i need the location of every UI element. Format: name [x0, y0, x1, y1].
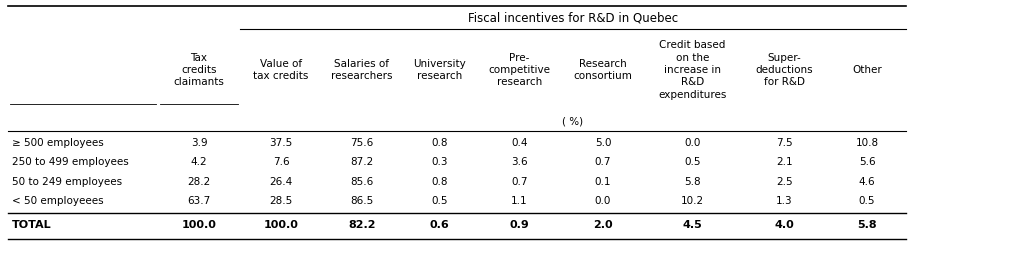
Text: 75.6: 75.6 — [350, 138, 373, 148]
Text: 50 to 249 employees: 50 to 249 employees — [12, 177, 122, 187]
Text: 28.5: 28.5 — [270, 196, 292, 206]
Text: 0.6: 0.6 — [430, 220, 449, 230]
Text: 5.6: 5.6 — [859, 157, 875, 167]
Text: 0.4: 0.4 — [511, 138, 527, 148]
Text: 2.1: 2.1 — [777, 157, 793, 167]
Text: 10.8: 10.8 — [856, 138, 878, 148]
Text: 3.6: 3.6 — [511, 157, 527, 167]
Text: Value of
tax credits: Value of tax credits — [253, 59, 309, 81]
Text: 7.6: 7.6 — [273, 157, 289, 167]
Text: Salaries of
researchers: Salaries of researchers — [331, 59, 393, 81]
Text: 0.1: 0.1 — [595, 177, 611, 187]
Text: 26.4: 26.4 — [270, 177, 292, 187]
Text: Other: Other — [853, 65, 882, 75]
Text: 0.7: 0.7 — [511, 177, 527, 187]
Text: 82.2: 82.2 — [348, 220, 376, 230]
Text: 2.0: 2.0 — [593, 220, 613, 230]
Text: 0.3: 0.3 — [431, 157, 447, 167]
Text: ( %): ( %) — [562, 116, 584, 126]
Text: TOTAL: TOTAL — [12, 220, 51, 230]
Text: 3.9: 3.9 — [191, 138, 207, 148]
Text: 5.0: 5.0 — [595, 138, 611, 148]
Text: 0.5: 0.5 — [859, 196, 875, 206]
Text: 63.7: 63.7 — [188, 196, 210, 206]
Text: Super-
deductions
for R&D: Super- deductions for R&D — [756, 53, 814, 87]
Text: 1.1: 1.1 — [511, 196, 527, 206]
Text: 250 to 499 employees: 250 to 499 employees — [12, 157, 128, 167]
Text: University
research: University research — [413, 59, 466, 81]
Text: 100.0: 100.0 — [264, 220, 299, 230]
Text: 4.0: 4.0 — [775, 220, 794, 230]
Text: 0.0: 0.0 — [684, 138, 701, 148]
Text: < 50 employeees: < 50 employeees — [12, 196, 104, 206]
Text: 0.7: 0.7 — [595, 157, 611, 167]
Text: 86.5: 86.5 — [350, 196, 373, 206]
Text: 10.2: 10.2 — [681, 196, 704, 206]
Text: 4.6: 4.6 — [859, 177, 875, 187]
Text: Credit based
on the
increase in
R&D
expenditures: Credit based on the increase in R&D expe… — [659, 40, 726, 100]
Text: 0.8: 0.8 — [431, 177, 447, 187]
Text: Pre-
competitive
research: Pre- competitive research — [488, 53, 551, 87]
Text: 87.2: 87.2 — [350, 157, 373, 167]
Text: 0.5: 0.5 — [684, 157, 701, 167]
Text: 0.5: 0.5 — [431, 196, 447, 206]
Text: 2.5: 2.5 — [777, 177, 793, 187]
Text: 28.2: 28.2 — [188, 177, 210, 187]
Text: 0.9: 0.9 — [510, 220, 529, 230]
Text: 85.6: 85.6 — [350, 177, 373, 187]
Text: 7.5: 7.5 — [777, 138, 793, 148]
Text: 5.8: 5.8 — [857, 220, 877, 230]
Text: 4.5: 4.5 — [682, 220, 703, 230]
Text: Research
consortium: Research consortium — [574, 59, 632, 81]
Text: 1.3: 1.3 — [777, 196, 793, 206]
Text: ≥ 500 employees: ≥ 500 employees — [12, 138, 104, 148]
Text: 0.0: 0.0 — [595, 196, 611, 206]
Text: 0.8: 0.8 — [431, 138, 447, 148]
Text: 4.2: 4.2 — [191, 157, 207, 167]
Text: 100.0: 100.0 — [182, 220, 216, 230]
Text: 37.5: 37.5 — [270, 138, 292, 148]
Text: Tax
credits
claimants: Tax credits claimants — [173, 53, 225, 87]
Text: Fiscal incentives for R&D in Quebec: Fiscal incentives for R&D in Quebec — [468, 11, 678, 25]
Text: 5.8: 5.8 — [684, 177, 701, 187]
